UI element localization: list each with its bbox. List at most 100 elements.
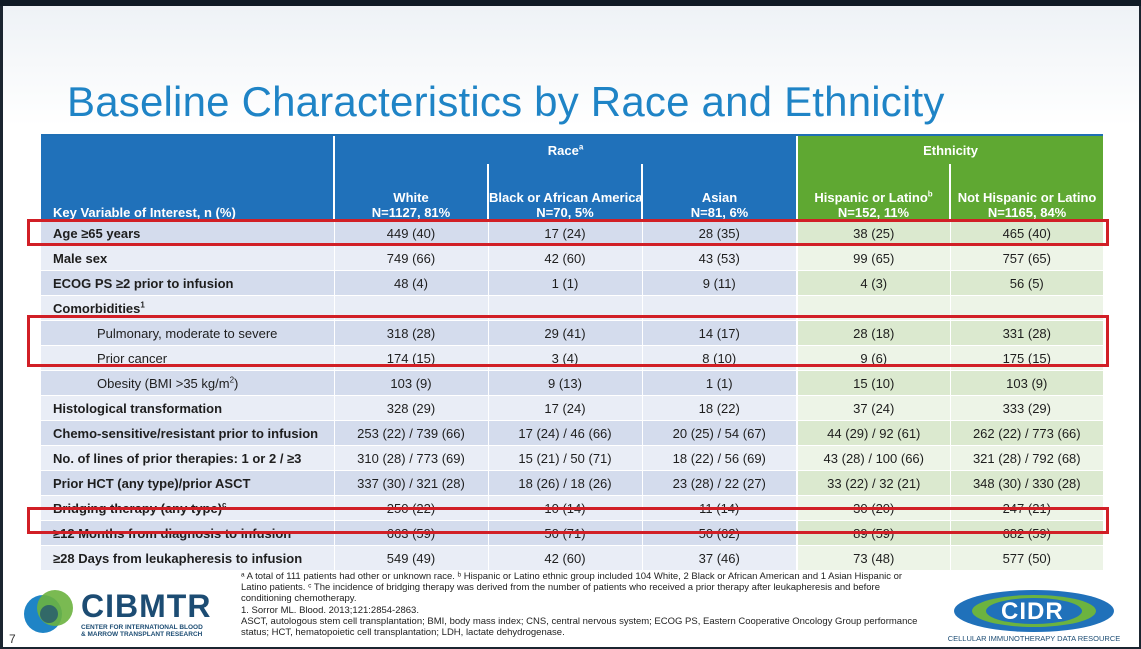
- key-variable-header: Key Variable of Interest, n (%): [41, 164, 334, 221]
- table-cell: 103 (9): [333, 370, 488, 396]
- table-cell: 321 (28) / 792 (68): [949, 445, 1104, 471]
- table-cell: [949, 295, 1104, 321]
- table-row: Obesity (BMI >35 kg/m2) 103 (9) 9 (13) 1 (1…: [41, 370, 1104, 396]
- table-cell: 331 (28): [949, 320, 1104, 346]
- table-cell: 1 (1): [641, 370, 798, 396]
- table-row: Pulmonary, moderate to severe 318 (28) 29 …: [41, 320, 1104, 346]
- column-header-white: White N=1127, 81%: [333, 164, 488, 221]
- table-row: ≥12 Months from diagnosis to infusion 663…: [41, 520, 1104, 546]
- row-label: No. of lines of prior therapies: 1 or 2 …: [41, 445, 334, 471]
- row-label: Comorbidities1: [41, 295, 334, 321]
- table-body: Age ≥65 years 449 (40) 17 (24) 28 (35) 38 (2…: [41, 220, 1104, 570]
- cidr-logo: CIDR CELLULAR IMMUNOTHERAPY DATA RESOURC…: [939, 588, 1129, 643]
- table-cell: 262 (22) / 773 (66): [949, 420, 1104, 446]
- footnote-race: ᵃ A total of 111 patients had other or u…: [241, 571, 903, 605]
- row-label: Obesity (BMI >35 kg/m2): [41, 370, 334, 396]
- table-cell: 48 (4): [333, 270, 488, 296]
- table-row: No. of lines of prior therapies: 1 or 2 …: [41, 445, 1104, 471]
- table-cell: 9 (6): [796, 345, 951, 371]
- table-cell: 348 (30) / 330 (28): [949, 470, 1104, 496]
- table-cell: 23 (28) / 22 (27): [641, 470, 798, 496]
- table-cell: 3 (4): [487, 345, 642, 371]
- cidr-ellipse-icon: [954, 590, 1114, 632]
- table-cell: 10 (14): [487, 495, 642, 521]
- table-row: Prior cancer 174 (15) 3 (4) 8 (10) 9 (6) 175 …: [41, 345, 1104, 371]
- table-cell: 8 (10): [641, 345, 798, 371]
- table-row: Chemo-sensitive/resistant prior to infus…: [41, 420, 1104, 446]
- table-cell: 38 (25): [796, 220, 951, 246]
- row-label: ≥28 Days from leukapheresis to infusion: [41, 545, 334, 570]
- race-group-header: Racea: [332, 136, 798, 164]
- table-row: Comorbidities1: [41, 295, 1104, 321]
- table-cell: 73 (48): [796, 545, 951, 570]
- table-cell: 44 (29) / 92 (61): [796, 420, 951, 446]
- row-label: Male sex: [41, 245, 334, 271]
- table-cell: 549 (49): [333, 545, 488, 570]
- cibmtr-subtitle: CENTER FOR INTERNATIONAL BLOOD & MARROW T…: [81, 624, 203, 638]
- row-label: Chemo-sensitive/resistant prior to infus…: [41, 420, 334, 446]
- table-cell: 33 (22) / 32 (21): [796, 470, 951, 496]
- table-cell: 30 (20): [796, 495, 951, 521]
- table-cell: 577 (50): [949, 545, 1104, 570]
- table-cell: 749 (66): [333, 245, 488, 271]
- table-cell: 757 (65): [949, 245, 1104, 271]
- table-cell: [641, 295, 798, 321]
- cidr-wordmark: CIDR: [1001, 598, 1064, 625]
- table-cell: 663 (59): [333, 520, 488, 546]
- table-cell: 89 (59): [796, 520, 951, 546]
- table-cell: 28 (18): [796, 320, 951, 346]
- table-row: Bridging therapy (any type)c 250 (22) 10 (…: [41, 495, 1104, 521]
- table-cell: 337 (30) / 321 (28): [333, 470, 488, 496]
- table-cell: 328 (29): [333, 395, 488, 421]
- row-label: Bridging therapy (any type)c: [41, 495, 334, 521]
- column-header-asian: Asian N=81, 6%: [640, 164, 798, 221]
- table-cell: 682 (59): [949, 520, 1104, 546]
- table-row: Age ≥65 years 449 (40) 17 (24) 28 (35) 38 (2…: [41, 220, 1104, 246]
- table-cell: 1 (1): [487, 270, 642, 296]
- table-cell: 29 (41): [487, 320, 642, 346]
- table-cell: 103 (9): [949, 370, 1104, 396]
- row-label: Prior cancer: [41, 345, 334, 371]
- table-cell: 43 (28) / 100 (66): [796, 445, 951, 471]
- footnote-reference: 1. Sorror ML. Blood. 2013;121:2854-2863.: [241, 604, 419, 616]
- page-number: 7: [9, 632, 16, 646]
- row-label: Age ≥65 years: [41, 220, 334, 246]
- table-cell: 15 (21) / 50 (71): [487, 445, 642, 471]
- title-rule: [41, 134, 1103, 136]
- table-cell: 42 (60): [487, 545, 642, 570]
- table-row: Histological transformation 328 (29) 17 (2…: [41, 395, 1104, 421]
- table-cell: 449 (40): [333, 220, 488, 246]
- table-cell: 99 (65): [796, 245, 951, 271]
- table-cell: 56 (5): [949, 270, 1104, 296]
- table-cell: [796, 295, 951, 321]
- table-cell: 11 (14): [641, 495, 798, 521]
- table-cell: 318 (28): [333, 320, 488, 346]
- table-cell: 28 (35): [641, 220, 798, 246]
- table-cell: 9 (13): [487, 370, 642, 396]
- table-cell: 333 (29): [949, 395, 1104, 421]
- table-cell: 9 (11): [641, 270, 798, 296]
- table-cell: [487, 295, 642, 321]
- slide-title: Baseline Characteristics by Race and Eth…: [67, 78, 945, 125]
- table-cell: 253 (22) / 739 (66): [333, 420, 488, 446]
- slide: Baseline Characteristics by Race and Eth…: [3, 6, 1139, 647]
- table-cell: 15 (10): [796, 370, 951, 396]
- table-cell: 50 (71): [487, 520, 642, 546]
- table-row: ECOG PS ≥2 prior to infusion 48 (4) 1 (1) 9…: [41, 270, 1104, 296]
- row-label: ECOG PS ≥2 prior to infusion: [41, 270, 334, 296]
- window-top-bar: [0, 0, 1141, 6]
- column-header-black: Black or African American N=70, 5%: [487, 164, 642, 221]
- table-row: Male sex 749 (66) 42 (60) 43 (53) 99 (65) 757…: [41, 245, 1104, 271]
- row-label: ≥12 Months from diagnosis to infusion: [41, 520, 334, 546]
- table-cell: 250 (22): [333, 495, 488, 521]
- column-header-not-hispanic: Not Hispanic or Latino N=1165, 84%: [949, 164, 1104, 221]
- footnotes: ᵃ A total of 111 patients had other or u…: [241, 571, 921, 638]
- ethnicity-group-header: Ethnicity: [796, 136, 1104, 164]
- table-cell: 37 (46): [641, 545, 798, 570]
- table-cell: 17 (24) / 46 (66): [487, 420, 642, 446]
- row-label: Histological transformation: [41, 395, 334, 421]
- table-cell: [333, 295, 488, 321]
- table-cell: 18 (22): [641, 395, 798, 421]
- table-cell: 20 (25) / 54 (67): [641, 420, 798, 446]
- table-cell: 310 (28) / 773 (69): [333, 445, 488, 471]
